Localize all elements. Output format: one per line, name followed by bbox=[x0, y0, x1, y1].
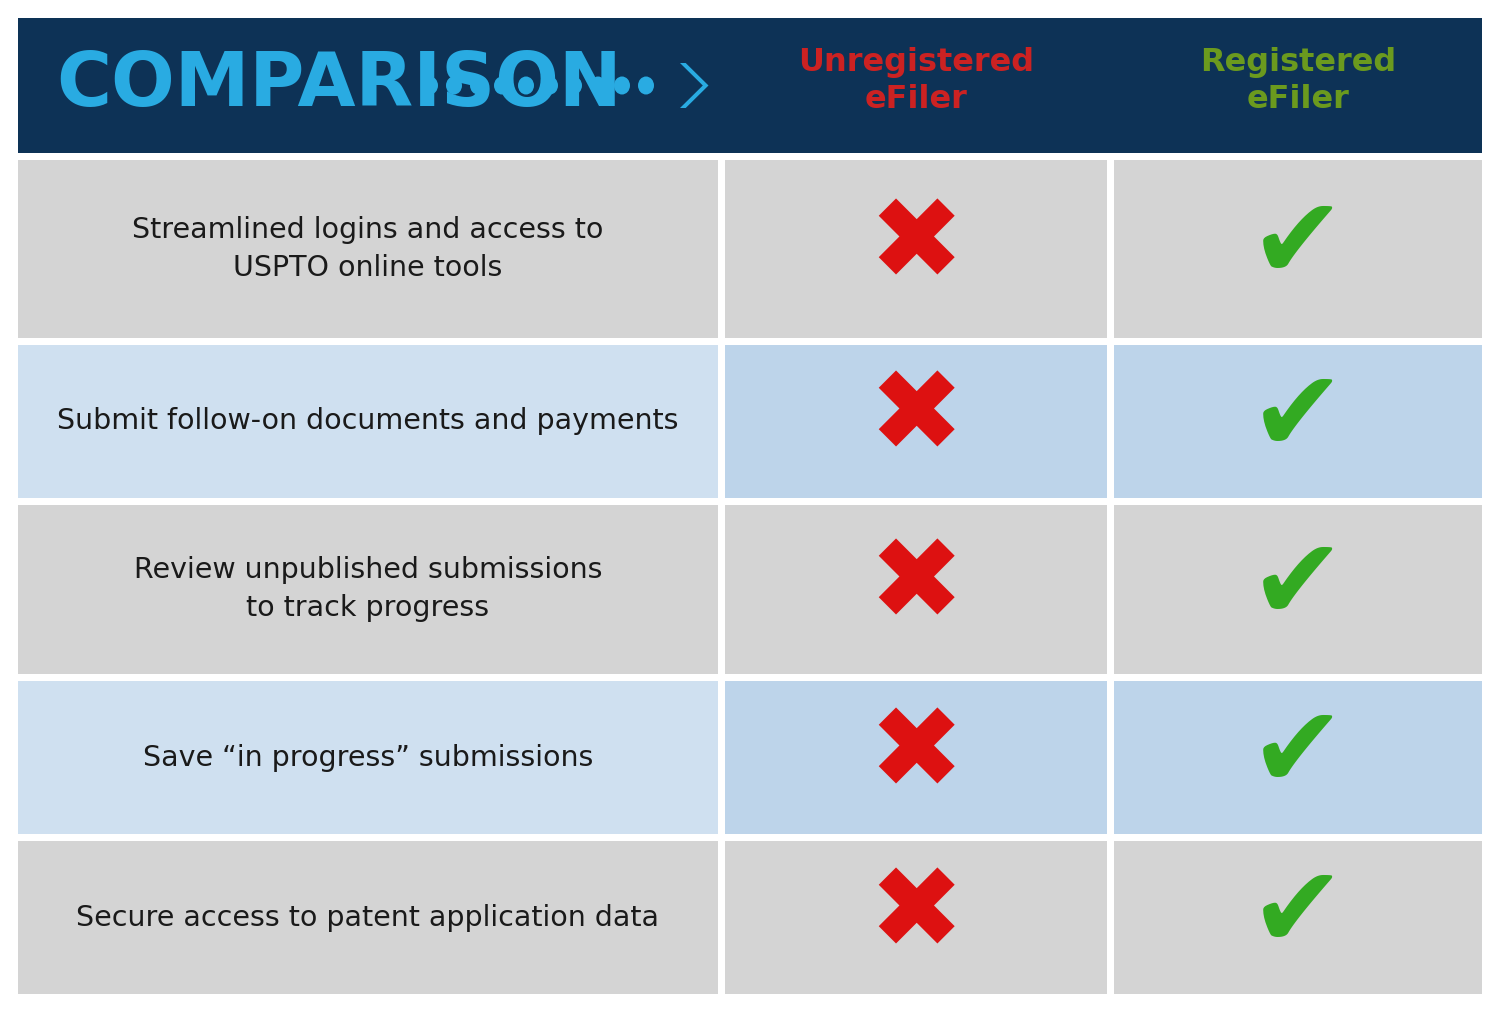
Text: ✔: ✔ bbox=[1251, 860, 1346, 971]
Text: ✔: ✔ bbox=[1251, 532, 1346, 643]
Ellipse shape bbox=[446, 76, 462, 94]
Bar bbox=[1114, 345, 1482, 498]
Ellipse shape bbox=[518, 76, 534, 94]
Polygon shape bbox=[680, 63, 708, 108]
Text: ✖: ✖ bbox=[868, 192, 963, 302]
Bar bbox=[724, 505, 1107, 674]
Bar bbox=[18, 160, 718, 338]
Bar bbox=[1114, 505, 1482, 674]
Text: ✔: ✔ bbox=[1251, 700, 1346, 811]
Ellipse shape bbox=[494, 76, 510, 94]
Text: Secure access to patent application data: Secure access to patent application data bbox=[76, 903, 660, 932]
Ellipse shape bbox=[614, 76, 630, 94]
Ellipse shape bbox=[638, 76, 654, 94]
Ellipse shape bbox=[566, 76, 582, 94]
Text: Streamlined logins and access to
USPTO online tools: Streamlined logins and access to USPTO o… bbox=[132, 216, 603, 282]
Text: Unregistered
eFiler: Unregistered eFiler bbox=[798, 48, 1034, 116]
Text: Registered
eFiler: Registered eFiler bbox=[1200, 48, 1396, 116]
Text: ✖: ✖ bbox=[868, 532, 963, 643]
Ellipse shape bbox=[542, 76, 558, 94]
Text: COMPARISON: COMPARISON bbox=[56, 49, 621, 122]
Text: ✔: ✔ bbox=[1251, 192, 1346, 302]
Bar bbox=[18, 842, 718, 995]
Bar bbox=[18, 18, 1482, 153]
Ellipse shape bbox=[590, 76, 606, 94]
Bar bbox=[18, 505, 718, 674]
Bar bbox=[1114, 842, 1482, 995]
Bar bbox=[724, 18, 1107, 153]
Bar bbox=[1114, 681, 1482, 835]
Bar bbox=[1114, 18, 1482, 153]
Text: Submit follow-on documents and payments: Submit follow-on documents and payments bbox=[57, 408, 678, 435]
Bar bbox=[724, 842, 1107, 995]
Bar bbox=[724, 681, 1107, 835]
Text: ✖: ✖ bbox=[868, 700, 963, 811]
Bar bbox=[18, 681, 718, 835]
Text: Review unpublished submissions
to track progress: Review unpublished submissions to track … bbox=[134, 557, 602, 623]
Bar bbox=[1114, 160, 1482, 338]
Text: ✔: ✔ bbox=[1251, 364, 1346, 475]
Text: ✖: ✖ bbox=[868, 364, 963, 475]
Bar bbox=[18, 345, 718, 498]
Text: ✖: ✖ bbox=[868, 860, 963, 971]
Ellipse shape bbox=[422, 76, 438, 94]
Bar bbox=[724, 345, 1107, 498]
Ellipse shape bbox=[470, 76, 486, 94]
Text: Save “in progress” submissions: Save “in progress” submissions bbox=[142, 743, 592, 772]
Bar bbox=[724, 160, 1107, 338]
